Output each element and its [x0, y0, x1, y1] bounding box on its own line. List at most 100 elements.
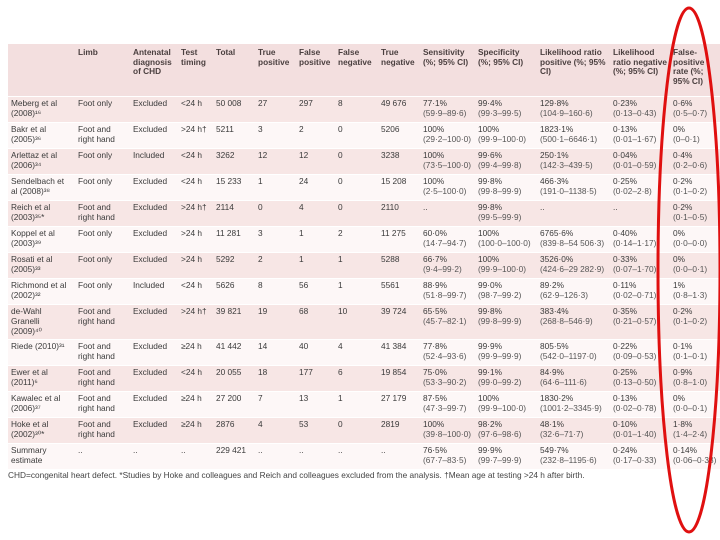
cell-ci: (99·8–99·9) — [478, 315, 522, 326]
header-cell — [8, 44, 75, 97]
table-cell: Foot and right hand — [75, 416, 130, 444]
table-cell: 60·0% (14·7–94·7) — [420, 226, 475, 253]
header-cell: Limb — [75, 44, 130, 97]
table-cell: 3 — [255, 226, 296, 253]
table-cell: Foot only — [75, 278, 130, 305]
cell-value: 99·6% — [478, 150, 502, 160]
table-cell: 14 — [255, 338, 296, 366]
table-cell: 15 233 — [213, 174, 255, 201]
table-cell: 48·1% (32·6–71·7) — [537, 416, 610, 444]
table-cell: 0 — [335, 148, 378, 175]
table-cell: 0·10% (0·01–1·40) — [610, 416, 670, 444]
table-cell: Excluded — [130, 226, 178, 253]
table-cell: ≥24 h — [178, 338, 213, 366]
cell-value: 88·9% — [423, 280, 447, 290]
cell-ci: (0·01–1·40) — [613, 428, 657, 439]
table-cell: 5292 — [213, 252, 255, 279]
header-cell: Test timing — [178, 44, 213, 97]
table-cell: Excluded — [130, 338, 178, 366]
table-cell: 383·4% (268·8–546·9) — [537, 304, 610, 340]
table-cell: 2 — [335, 226, 378, 253]
table-cell: >24 h† — [178, 200, 213, 227]
table-cell: 11 281 — [213, 226, 255, 253]
cell-value: 0·11% — [613, 280, 637, 290]
cell-value: 99·9% — [478, 444, 502, 455]
cell-ci: (0·02–2·8) — [613, 185, 652, 196]
cell-ci: (0·13–0·50) — [613, 376, 657, 387]
table-cell: 27 179 — [378, 390, 420, 418]
table-cell: <24 h — [178, 96, 213, 123]
cell-ci: (99·3–99·5) — [478, 107, 522, 118]
cell-ci: (99·7–99·9) — [478, 454, 522, 465]
table-cell: 0·22% (0·09–0·53) — [610, 338, 670, 366]
table-cell: 0 — [335, 122, 378, 149]
cell-ci: (32·6–71·7) — [540, 428, 584, 439]
header-cell: Likelihood ratio positive (%; 95% CI) — [537, 44, 610, 97]
table-cell: 0 — [335, 200, 378, 227]
footnote: CHD=congenital heart defect. *Studies by… — [8, 470, 585, 480]
table-cell: >24 h — [178, 252, 213, 279]
table-cell: 3526·0% (424·6–29 282·9) — [537, 252, 610, 279]
cell-ci: (232·8–1195·6) — [540, 454, 597, 465]
cell-value: 89·2% — [540, 280, 564, 290]
table-row: Riede (2010)³¹ Foot and right hand Exclude… — [8, 338, 720, 366]
table-cell: 0·33% (0·07–1·70) — [610, 252, 670, 279]
table-row: Arlettaz et al (2006)³⁴ Foot only Included… — [8, 148, 720, 175]
table-cell: Foot and right hand — [75, 122, 130, 149]
table-cell: 1 — [296, 252, 335, 279]
table-cell: 56 — [296, 278, 335, 305]
cell-ci: (59·9–89·6) — [423, 107, 467, 118]
table-cell: 0·14% (0·06–0·33) — [670, 442, 720, 469]
cell-value: 100% — [478, 254, 500, 264]
header-cell: True negative — [378, 44, 420, 97]
cell-ci: (14·7–94·7) — [423, 237, 467, 248]
table-cell: ≥24 h — [178, 390, 213, 418]
table-cell: 1823·1% (500·1–6646·1) — [537, 122, 610, 149]
cell-ci: (1·4–2·4) — [673, 428, 708, 439]
cell-value: 549·7% — [540, 444, 569, 455]
cell-value: 77·8% — [423, 340, 447, 351]
table-cell: .. — [610, 200, 670, 227]
table-cell: 0·9% (0·8–1·0) — [670, 364, 720, 392]
table-cell: .. — [255, 442, 296, 469]
table-cell: 66·7% (9·4–99·2) — [420, 252, 475, 279]
table-cell: Foot only — [75, 174, 130, 201]
cell-ci: (39·8–100·0) — [423, 428, 471, 439]
table-cell: >24 h† — [178, 304, 213, 340]
table-cell: 15 208 — [378, 174, 420, 201]
cell-ci: (67·7–83·5) — [423, 454, 467, 465]
cell-ci: (29·2–100·0) — [423, 133, 471, 144]
table-cell: Kawalec et al (2006)³⁷ — [8, 390, 75, 418]
cell-value: 66·7% — [423, 254, 447, 264]
table-cell: <24 h — [178, 364, 213, 392]
table-cell: 99·1% (99·0–99·2) — [475, 364, 537, 392]
cell-value: 76·5% — [423, 444, 447, 455]
cell-value: 99·8% — [478, 306, 502, 316]
cell-value: 0·13% — [613, 124, 637, 134]
cell-value: 129·8% — [540, 98, 569, 108]
cell-value: 100% — [478, 392, 500, 403]
cell-ci: (0·01–0·59) — [613, 159, 657, 170]
table-cell: 0% (0·0–0·0) — [670, 226, 720, 253]
table-cell: 99·0% (98·7–99·2) — [475, 278, 537, 305]
table-cell: Foot only — [75, 96, 130, 123]
cell-ci: (0·1–0·1) — [673, 350, 708, 361]
table-cell: ≥24 h — [178, 416, 213, 444]
table-row: de-Wahl Granelli (2009)⁴⁰ Foot and right … — [8, 304, 720, 340]
table-cell: 1 — [296, 226, 335, 253]
table-cell: 75·0% (53·3–90·2) — [420, 364, 475, 392]
table-cell: 77·8% (52·4–93·6) — [420, 338, 475, 366]
table-cell: 0 — [335, 174, 378, 201]
cell-ci: (191·0–1138·5) — [540, 185, 597, 196]
table-cell: 0% (0·0–0·1) — [670, 390, 720, 418]
table-cell: 65·5% (45·7–82·1) — [420, 304, 475, 340]
header-cell: Specificity (%; 95% CI) — [475, 44, 537, 97]
cell-value: 805·5% — [540, 340, 569, 351]
table-cell: 5288 — [378, 252, 420, 279]
cell-value: 87·5% — [423, 392, 447, 403]
table-cell: Excluded — [130, 96, 178, 123]
table-cell: 77·1% (59·9–89·6) — [420, 96, 475, 123]
table-cell: 0·25% (0·02–2·8) — [610, 174, 670, 201]
cell-value: 0·25% — [613, 366, 637, 377]
table-cell: 4 — [296, 200, 335, 227]
